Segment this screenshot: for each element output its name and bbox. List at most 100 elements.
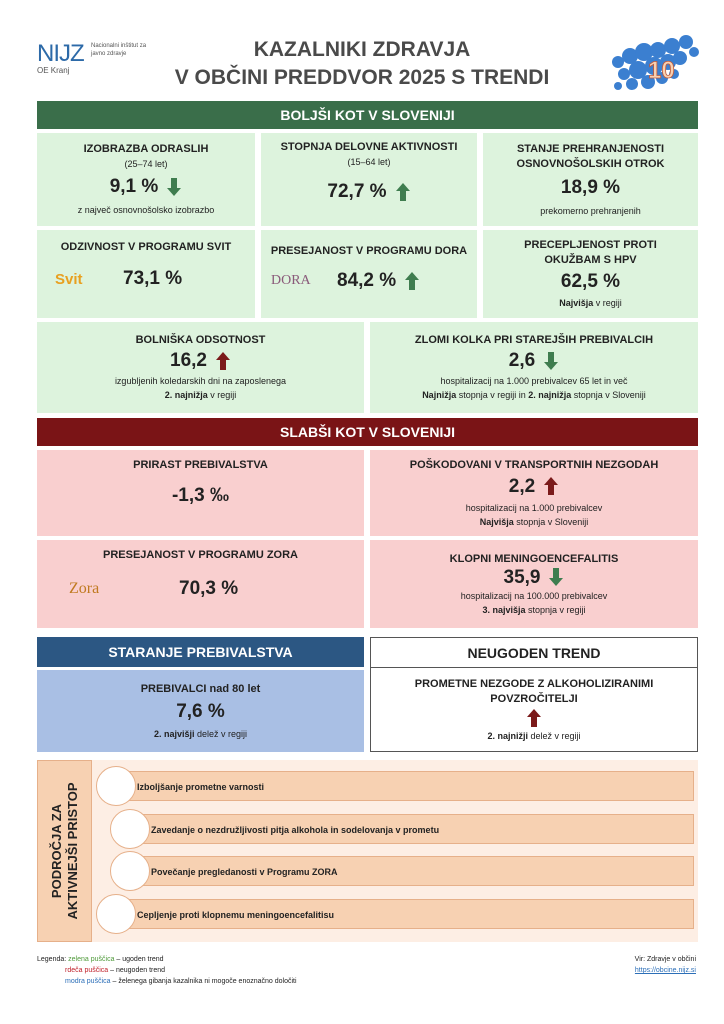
card-value: 2,2 <box>508 475 536 497</box>
card-dora: PRESEJANOST V PROGRAMU DORA DORA 84,2 % <box>261 230 477 318</box>
svit-logo: Svit <box>55 270 83 288</box>
focus-heading-line: PODROČJA ZA <box>48 803 64 899</box>
bullet-circle <box>110 851 150 891</box>
card-sick-leave: BOLNIŠKA ODSOTNOST 16,2 izgubljenih kole… <box>37 322 364 413</box>
card-value: 35,9 <box>503 566 541 588</box>
card-child-nutrition: STANJE PREHRANJENOSTI OSNOVNOŠOLSKIH OTR… <box>483 133 698 226</box>
focus-item: Izboljšanje prometne varnosti <box>118 771 694 801</box>
legend-blue-desc: – želenega gibanja kazalnika ni mogoče e… <box>110 978 297 985</box>
page-title: KAZALNIKI ZDRAVJA V OBČINI PREDDVOR 2025… <box>160 36 564 92</box>
note-bold: 2. najvišji <box>153 728 195 739</box>
unit-label: OE Kranj <box>37 66 70 75</box>
note-bold: Najvišja <box>479 516 514 527</box>
card-hpv: PRECEPLJENOST PROTI OKUŽBAM S HPV 62,5 %… <box>483 230 698 318</box>
note-bold: Najnižja <box>422 390 457 400</box>
badge-number: 10 <box>648 57 675 84</box>
note-bold: 3. najvišja <box>482 604 526 615</box>
arrow-up-red-icon <box>526 709 542 727</box>
legend-red: rdeča puščica <box>65 967 109 974</box>
section-header-better: BOLJŠI KOT V SLOVENIJI <box>37 101 698 129</box>
card-value: 7,6 % <box>176 700 225 722</box>
note: v regiji <box>207 390 237 400</box>
card-work-activity: STOPNJA DELOVNE AKTIVNOSTI (15–64 let) 7… <box>261 133 477 226</box>
card-title: STOPNJA DELOVNE AKTIVNOSTI <box>280 141 458 153</box>
note-bold: 2. najnižji <box>487 730 528 741</box>
focus-item: Cepljenje proti klopnemu meningoencefali… <box>118 899 694 929</box>
arrow-up-green-icon <box>404 272 420 290</box>
note: delež v regiji <box>194 728 248 739</box>
source-link[interactable]: https://obcine.nijz.si <box>634 967 696 974</box>
note: v regiji <box>593 298 622 308</box>
note: stopnja v regiji in <box>456 390 529 400</box>
note: stopnja v Sloveniji <box>571 390 646 400</box>
legend-green-desc: – ugoden trend <box>114 956 164 963</box>
card-title: PROMETNE NEZGODE Z ALKOHOLIZIRANIMI POVZ… <box>414 677 654 705</box>
card-value: 18,9 % <box>560 176 621 198</box>
focus-heading-line: AKTIVNEJŠI PRISTOP <box>64 782 80 920</box>
legend: Legenda: zelena puščica – ugoden trend r… <box>37 954 297 987</box>
card-title: PRESEJANOST V PROGRAMU ZORA <box>103 549 298 561</box>
card-note: z največ osnovnošolsko izobrazbo <box>77 205 215 215</box>
arrow-up-red-icon <box>215 352 231 370</box>
card-title: PRIRAST PREBIVALSTVA <box>133 459 268 471</box>
card-title: PREBIVALCI nad 80 let <box>140 682 261 695</box>
card-note: izgubljenih koledarskih dni na zaposlene… <box>114 376 287 386</box>
title-line-1: KAZALNIKI ZDRAVJA <box>253 38 471 61</box>
focus-heading: PODROČJA ZA AKTIVNEJŠI PRISTOP <box>49 782 81 919</box>
card-subtitle: (25–74 let) <box>124 159 168 169</box>
card-value: 73,1 % <box>123 268 183 289</box>
card-tick-encephalitis: KLOPNI MENINGOENCEFALITIS 35,9 hospitali… <box>370 540 698 628</box>
card-title: IZOBRAZBA ODRASLIH <box>83 143 209 155</box>
bullet-circle <box>96 766 136 806</box>
legend-green: zelena puščica <box>68 956 115 963</box>
section-header-worse: SLABŠI KOT V SLOVENIJI <box>37 418 698 446</box>
card-title: ODZIVNOST V PROGRAMU SVIT <box>60 241 232 253</box>
card-over-80: PREBIVALCI nad 80 let 7,6 % 2. najvišji … <box>37 670 364 752</box>
arrow-down-green-icon <box>166 178 182 196</box>
card-title: BOLNIŠKA ODSOTNOST <box>135 334 266 346</box>
legend-blue: modra puščica <box>65 978 111 985</box>
card-title: STANJE PREHRANJENOSTI OSNOVNOŠOLSKIH OTR… <box>516 142 665 170</box>
focus-heading-box: PODROČJA ZA AKTIVNEJŠI PRISTOP <box>37 760 92 942</box>
card-subtitle: (15–64 let) <box>347 157 391 167</box>
card-value: 62,5 % <box>560 271 621 292</box>
dora-logo: DORA <box>271 273 311 288</box>
card-value: 9,1 % <box>109 176 159 197</box>
card-hip-fracture: ZLOMI KOLKA PRI STAREJŠIH PREBIVALCIH 2,… <box>370 322 698 413</box>
arrow-down-green-icon <box>543 352 559 370</box>
card-zora: PRESEJANOST V PROGRAMU ZORA Zora 70,3 % <box>37 540 364 628</box>
logo-text: NIJZ <box>37 40 85 67</box>
nijz-logo: NIJZ Nacionalni inštitut za javno zdravj… <box>37 40 146 75</box>
bullet-circle <box>96 894 136 934</box>
card-note: hospitalizacij na 1.000 prebivalcev <box>465 502 603 513</box>
card-svit: ODZIVNOST V PROGRAMU SVIT Svit 73,1 % <box>37 230 255 318</box>
source: Vir: Zdravje v občini https://obcine.nij… <box>635 954 696 976</box>
note-bold: 2. najnižja <box>164 390 208 400</box>
card-title: KLOPNI MENINGOENCEFALITIS <box>449 552 619 565</box>
slovenia-map-icon: 10 <box>612 35 699 90</box>
focus-item: Povečanje pregledanosti v Programu ZORA <box>134 856 694 886</box>
card-adult-education: IZOBRAZBA ODRASLIH (25–74 let) 9,1 % z n… <box>37 133 255 226</box>
section-header-aging: STARANJE PREBIVALSTVA <box>37 637 364 667</box>
card-title: PRECEPLJENOST PROTI OKUŽBAM S HPV <box>524 239 657 266</box>
card-transport-injuries: POŠKODOVANI V TRANSPORTNIH NEZGODAH 2,2 … <box>370 450 698 536</box>
card-value: -1,3 ‰ <box>171 485 230 506</box>
note-bold: Najvišja <box>559 298 594 308</box>
card-unfavorable-trend: NEUGODEN TREND PROMETNE NEZGODE Z ALKOHO… <box>370 637 698 752</box>
card-title: POŠKODOVANI V TRANSPORTNIH NEZGODAH <box>409 458 659 471</box>
focus-item: Zavedanje o nezdružljivosti pitja alkoho… <box>134 814 694 844</box>
card-value: 2,6 <box>508 350 536 371</box>
logo-subtitle: Nacionalni inštitut za javno zdravje <box>91 43 147 57</box>
card-title: ZLOMI KOLKA PRI STAREJŠIH PREBIVALCIH <box>414 334 654 346</box>
arrow-down-green-icon <box>548 568 564 586</box>
card-note: hospitalizacij na 100.000 prebivalcev <box>460 590 608 601</box>
card-value: 72,7 % <box>327 181 387 202</box>
zora-logo: Zora <box>69 580 100 597</box>
note: stopnja v regiji <box>525 604 586 615</box>
card-title: PRESEJANOST V PROGRAMU DORA <box>270 245 468 257</box>
note: stopnja v Sloveniji <box>513 516 589 527</box>
card-value: 16,2 <box>170 350 207 371</box>
card-note: prekomerno prehranjenih <box>540 205 641 216</box>
source-label: Vir: Zdravje v občini <box>634 956 696 963</box>
note: delež v regiji <box>527 730 581 741</box>
